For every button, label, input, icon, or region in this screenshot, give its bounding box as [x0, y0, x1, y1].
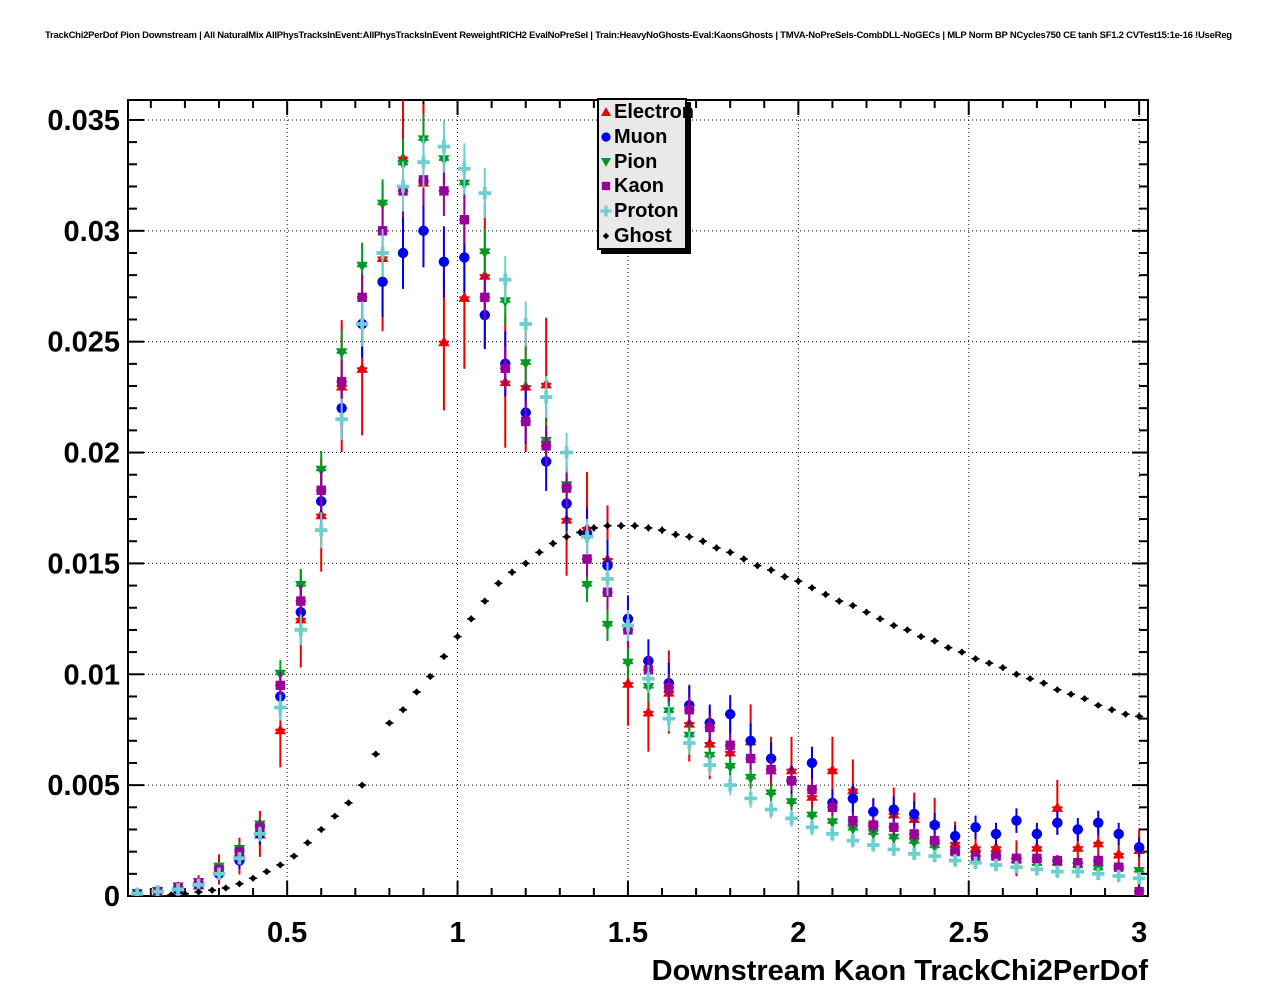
data-series — [130, 100, 1146, 896]
series-kaon — [132, 154, 1145, 896]
electron-marker-icon — [600, 107, 612, 117]
y-tick-label: 0.03 — [64, 216, 120, 248]
x-axis-title: Downstream Kaon TrackChi2PerDof — [652, 955, 1149, 987]
series-muon — [132, 194, 1145, 896]
legend-item-ghost: Ghost — [599, 224, 685, 248]
legend-item-kaon: Kaon — [599, 174, 685, 198]
y-tick-label: 0 — [104, 881, 120, 913]
x-tick-label: 3 — [1131, 917, 1147, 949]
legend-item-muon: Muon — [599, 125, 685, 149]
y-tick-label: 0.025 — [47, 327, 120, 359]
legend-label: Proton — [614, 199, 679, 222]
legend-label: Muon — [614, 125, 668, 148]
x-tick-label: 0.5 — [267, 917, 307, 949]
legend-item-electron: Electron — [599, 100, 694, 124]
ghost-marker-icon — [602, 232, 610, 239]
y-tick-label: 0.035 — [47, 105, 120, 137]
x-tick-label: 2 — [790, 917, 806, 949]
x-tick-labels: 0.5 1 1.5 2 2.5 3 — [267, 917, 1147, 949]
y-tick-label: 0.02 — [64, 438, 120, 470]
y-tick-labels: 0 0.005 0.01 0.015 0.02 0.025 0.03 0.035 — [47, 105, 120, 913]
y-tick-label: 0.01 — [64, 659, 120, 691]
series-ghost — [167, 522, 1144, 896]
x-tick-label: 1.5 — [608, 917, 648, 949]
x-tick-label: 1 — [449, 917, 465, 949]
plot-title: TrackChi2PerDof Pion Downstream | All Na… — [45, 30, 1232, 41]
muon-marker-icon — [601, 132, 611, 142]
legend-label: Kaon — [614, 175, 664, 198]
pion-marker-icon — [600, 157, 612, 167]
proton-marker-icon — [600, 205, 612, 217]
y-tick-label: 0.005 — [47, 770, 120, 802]
legend-label: Electron — [614, 101, 695, 124]
legend-item-pion: Pion — [599, 150, 685, 174]
legend-label: Ghost — [614, 224, 672, 247]
legend-item-proton: Proton — [599, 199, 685, 223]
legend: Electron Muon Pion Kaon Proton Ghost — [597, 98, 694, 250]
legend-label: Pion — [614, 150, 658, 173]
x-tick-label: 2.5 — [949, 917, 989, 949]
y-tick-label: 0.015 — [47, 548, 120, 580]
kaon-marker-icon — [601, 182, 611, 191]
series-proton — [130, 120, 1146, 896]
